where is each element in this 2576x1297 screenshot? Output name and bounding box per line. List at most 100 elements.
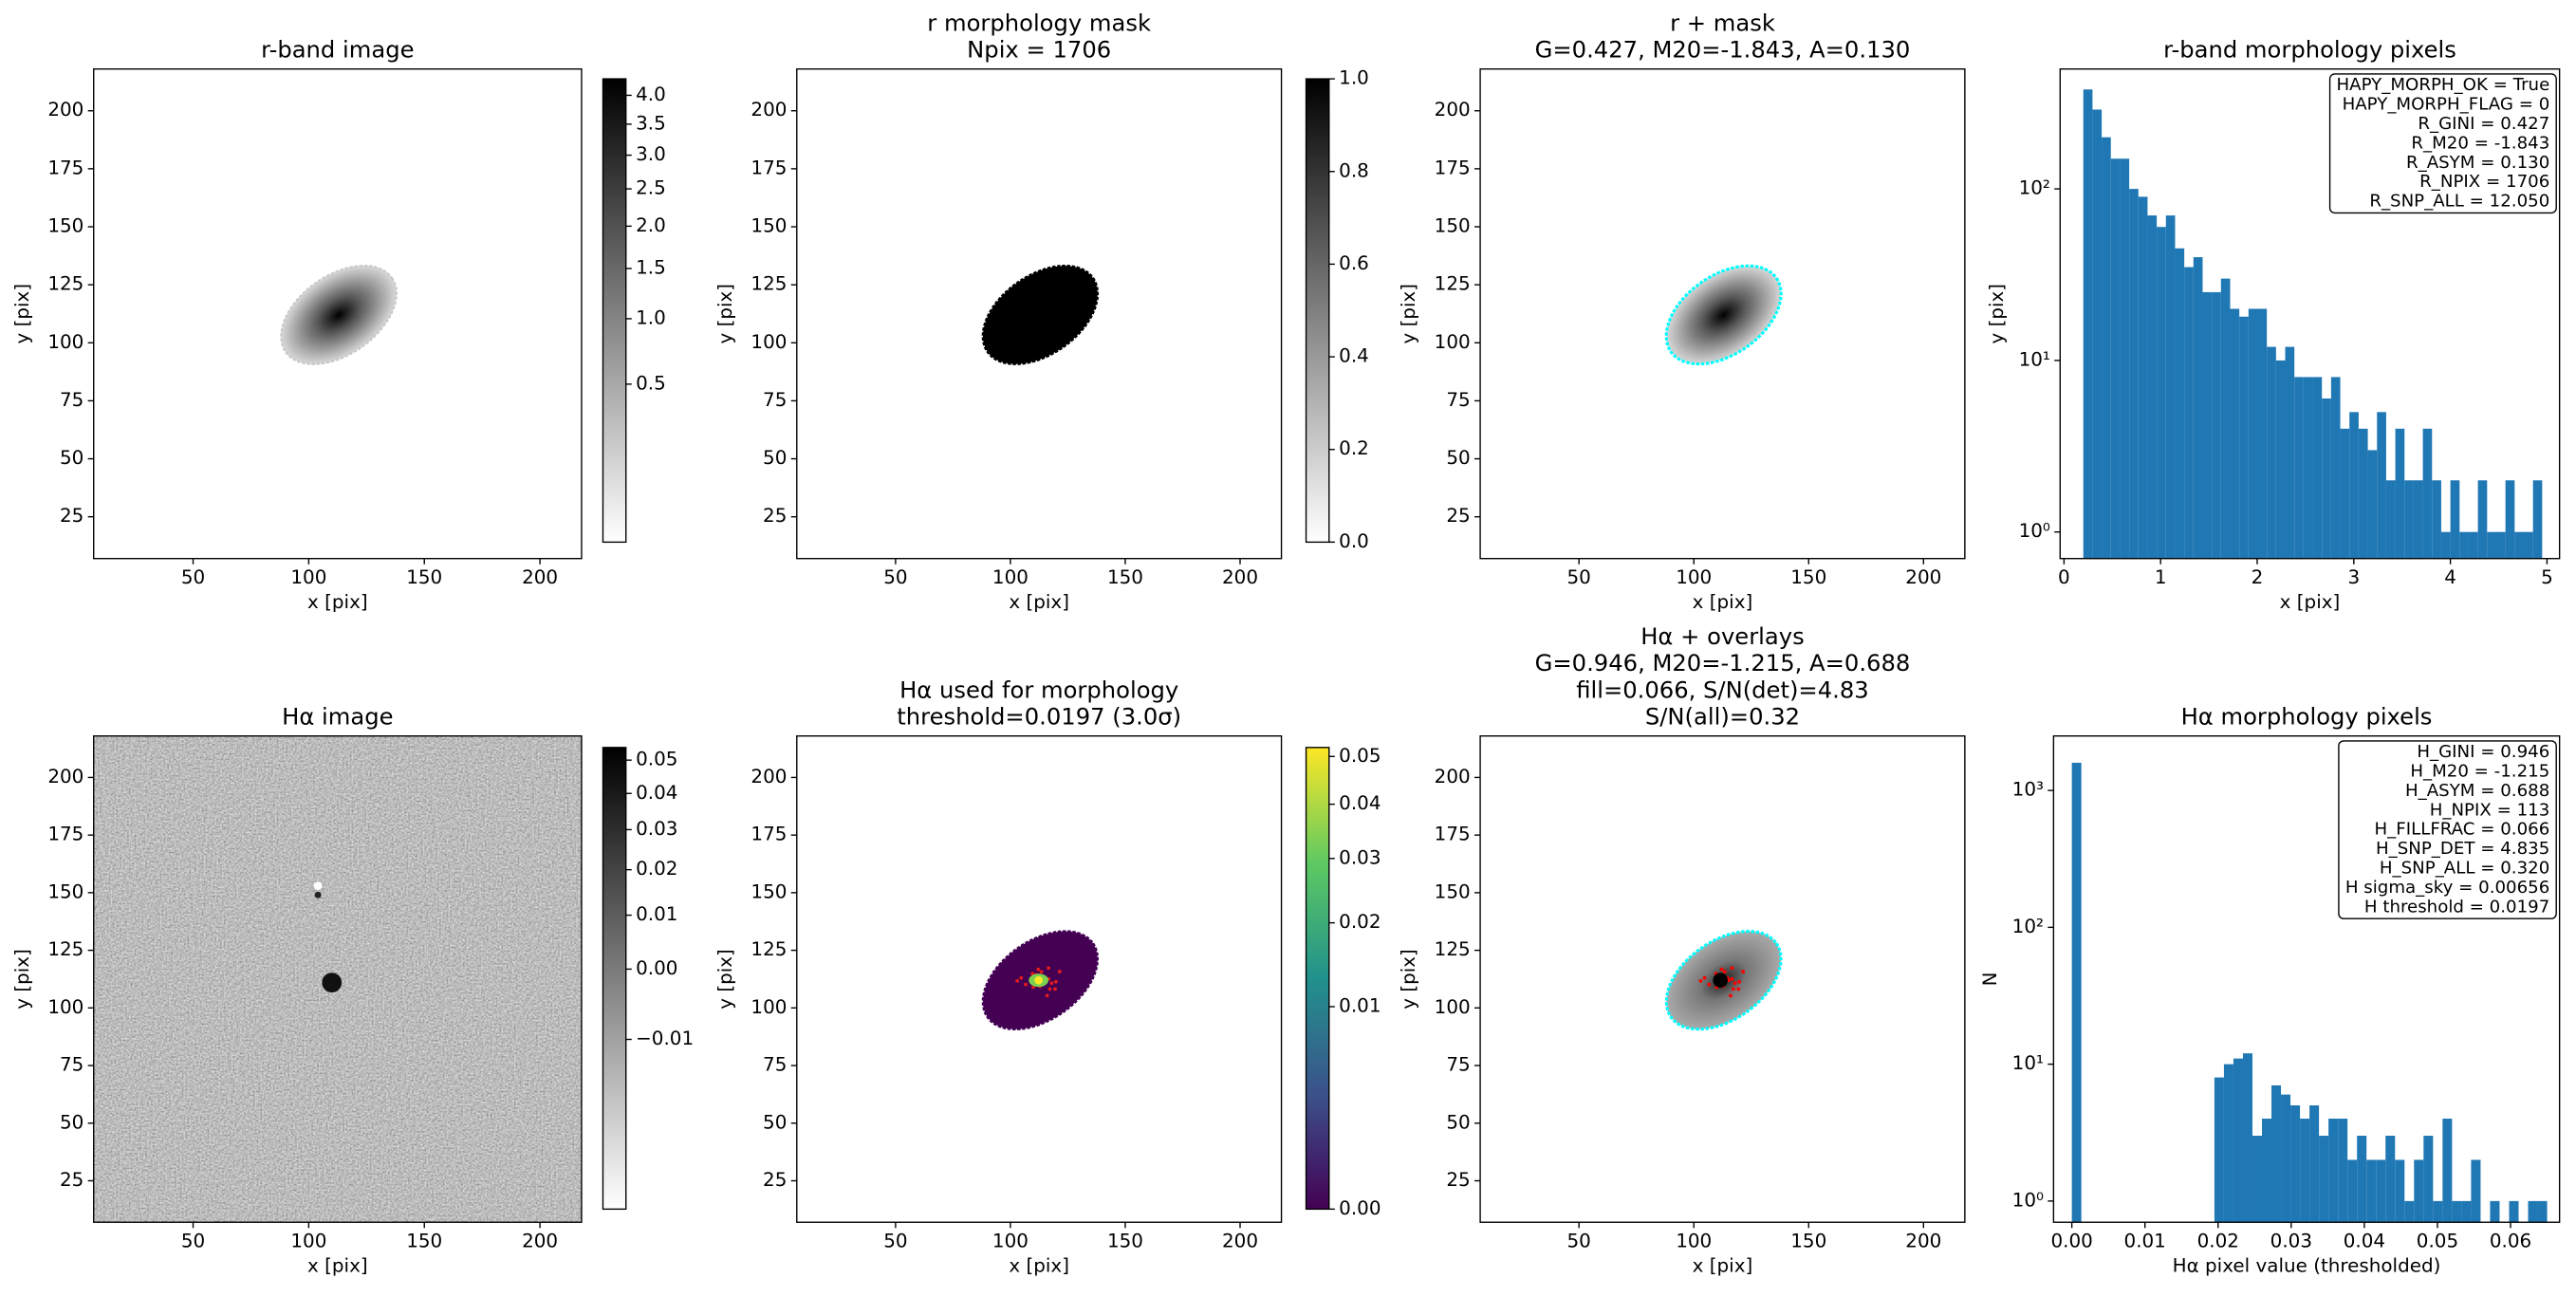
x-tick-label: 50 — [1567, 566, 1591, 588]
colorbar-tick-label: 2.5 — [636, 177, 666, 199]
annotation-text: HAPY_MORPH_FLAG = 0 — [2343, 94, 2550, 114]
bar — [2257, 308, 2268, 559]
x-tick-label: 100 — [1676, 566, 1712, 588]
colorbar-tick-label: 0.02 — [1339, 911, 1381, 933]
x-tick-label: 200 — [522, 566, 558, 588]
x-tick-label: 150 — [406, 566, 442, 588]
y-tick-label: 75 — [763, 1054, 787, 1076]
x-tick-label: 5 — [2541, 566, 2553, 588]
mask — [981, 264, 1100, 365]
colorbar-tick-label: 0.05 — [1339, 745, 1381, 767]
y-tick-label: 125 — [751, 273, 787, 295]
plot-area — [1664, 264, 1783, 366]
x-axis-label: x [pix] — [307, 591, 368, 613]
bar — [2385, 480, 2396, 559]
y-tick-label: 175 — [751, 824, 787, 845]
bar — [2184, 267, 2194, 559]
bar — [2138, 196, 2148, 559]
x-tick-label: 200 — [1222, 566, 1258, 588]
galaxy — [280, 265, 398, 365]
colorbar-tick-label: 0.2 — [1339, 437, 1369, 459]
y-tick-label: 150 — [1435, 880, 1471, 902]
colorbar-tick-label: 0.4 — [1339, 345, 1369, 367]
y-tick-label: 10¹ — [2012, 1052, 2044, 1074]
bar — [2230, 308, 2240, 559]
plot-area — [2083, 89, 2543, 559]
bar — [2461, 1200, 2472, 1223]
plot-area — [2071, 762, 2548, 1223]
x-axis-label: x [pix] — [307, 1254, 368, 1276]
bar — [2505, 480, 2515, 559]
y-tick-label: 200 — [47, 99, 83, 120]
bar — [2330, 377, 2341, 559]
y-tick-label: 100 — [1435, 331, 1471, 353]
bar — [2532, 480, 2543, 559]
bar — [2294, 377, 2304, 559]
annotation-text: R_ASYM = 0.130 — [2406, 153, 2549, 173]
annotation-text: H threshold = 0.0197 — [2364, 897, 2549, 917]
plot-area — [280, 265, 398, 365]
y-axis-label: y [pix] — [714, 284, 736, 344]
y-tick-label: 175 — [47, 157, 83, 178]
chart-title: Hα + overlays — [1640, 622, 1805, 650]
x-tick-label: 100 — [290, 1230, 326, 1251]
bar — [2233, 1058, 2243, 1223]
overlay-dot — [1030, 972, 1035, 976]
annotation-text: R_M20 = -1.843 — [2411, 133, 2549, 153]
x-tick-label: 0.03 — [2270, 1230, 2312, 1251]
x-axis-label: x [pix] — [1009, 591, 1069, 613]
y-tick-label: 150 — [751, 215, 787, 237]
y-tick-label: 75 — [1446, 389, 1470, 411]
bar — [2404, 480, 2414, 559]
x-tick-label: 50 — [181, 1230, 205, 1251]
overlay-dot — [1015, 978, 1020, 983]
y-axis-label: y [pix] — [1398, 284, 1419, 344]
bar — [2322, 398, 2331, 559]
y-tick-label: 50 — [763, 447, 787, 469]
y-tick-label: 100 — [751, 331, 787, 353]
bar — [2120, 158, 2130, 559]
annotation-text: H_NPIX = 113 — [2430, 800, 2550, 820]
bar — [2252, 1136, 2263, 1223]
plot-area — [981, 264, 1100, 365]
x-tick-label: 3 — [2347, 566, 2360, 588]
bar — [2290, 1105, 2301, 1223]
y-tick-label: 25 — [1446, 505, 1470, 527]
x-tick-label: 50 — [883, 566, 907, 588]
y-tick-label: 50 — [763, 1111, 787, 1133]
x-tick-label: 2 — [2252, 566, 2264, 588]
colorbar-tick-label: 0.6 — [1339, 252, 1369, 274]
bar — [2459, 531, 2469, 559]
y-tick-label: 150 — [47, 215, 83, 237]
y-tick-label: 150 — [47, 880, 83, 902]
colorbar-tick-label: 0.05 — [636, 749, 677, 770]
y-tick-label: 10³ — [2012, 779, 2044, 801]
x-tick-label: 150 — [1107, 566, 1143, 588]
y-tick-label: 125 — [1435, 273, 1471, 295]
x-tick-label: 0.00 — [2050, 1230, 2092, 1251]
x-axis-label: Hα pixel value (thresholded) — [2173, 1254, 2441, 1276]
bar — [2275, 360, 2286, 559]
y-axis-label: y [pix] — [1986, 284, 2008, 344]
y-tick-label: 175 — [751, 157, 787, 178]
x-tick-label: 200 — [1905, 566, 1941, 588]
x-tick-label: 50 — [1567, 1230, 1591, 1251]
x-tick-label: 0.05 — [2417, 1230, 2458, 1251]
overlay-dot — [1053, 979, 1058, 984]
bar — [2523, 531, 2533, 559]
x-tick-label: 0 — [2058, 566, 2070, 588]
x-tick-label: 100 — [992, 566, 1029, 588]
colorbar-tick-label: 0.02 — [636, 858, 677, 880]
x-tick-label: 200 — [1905, 1230, 1941, 1251]
bar — [2442, 1119, 2453, 1223]
bar — [2376, 1159, 2386, 1223]
x-axis-label: x [pix] — [1693, 591, 1753, 613]
bar — [2487, 531, 2496, 559]
bar — [2433, 1200, 2443, 1223]
overlay-dot — [1045, 993, 1049, 998]
bar — [2175, 248, 2185, 559]
core — [1034, 975, 1043, 985]
y-tick-label: 125 — [751, 938, 787, 960]
colorbar-tick-label: −0.01 — [636, 1028, 694, 1049]
